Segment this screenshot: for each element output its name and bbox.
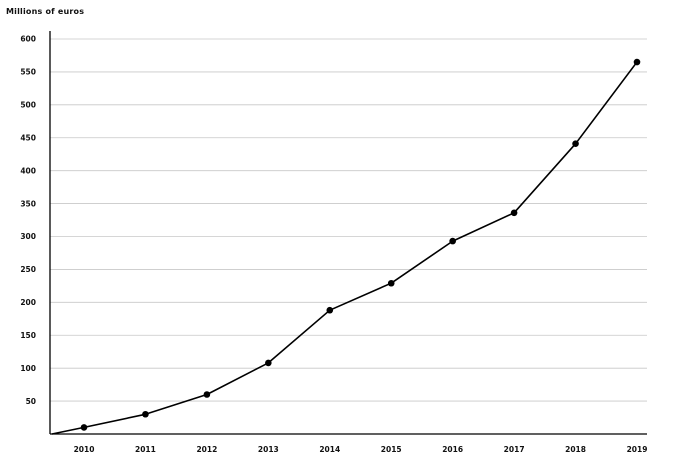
y-tick-label-100: 100 xyxy=(20,364,36,373)
y-tick-label-300: 300 xyxy=(20,232,36,241)
x-tick-label-2017: 2017 xyxy=(504,445,525,454)
y-tick-label-250: 250 xyxy=(20,265,36,274)
y-tick-label-450: 450 xyxy=(20,133,36,142)
data-point-2013 xyxy=(265,359,272,367)
x-tick-label-2014: 2014 xyxy=(319,445,340,454)
data-point-2019 xyxy=(633,58,641,66)
x-tick-labels: 2010 2011 2012 2013 2014 2015 2016 2017 2018 2019 xyxy=(74,445,648,454)
gridlines xyxy=(50,38,647,402)
x-tick-label-2013: 2013 xyxy=(258,445,279,454)
data-point-2018 xyxy=(572,140,579,147)
y-tick-label-200: 200 xyxy=(20,298,36,307)
x-tick-label-2012: 2012 xyxy=(196,445,217,454)
y-tick-label-550: 550 xyxy=(20,68,36,77)
y-tick-label-500: 500 xyxy=(20,101,36,110)
x-tick-label-2018: 2018 xyxy=(565,445,586,454)
y-tick-label-150: 150 xyxy=(20,331,36,340)
data-point-2012 xyxy=(203,391,211,398)
data-point-2014 xyxy=(326,306,334,314)
x-tick-label-2016: 2016 xyxy=(442,445,463,454)
data-series xyxy=(51,58,641,435)
y-tick-label-600: 600 xyxy=(20,35,36,44)
x-tick-label-2015: 2015 xyxy=(381,445,402,454)
data-point-2011 xyxy=(142,410,149,418)
x-tick-label-2010: 2010 xyxy=(74,445,95,454)
series-line xyxy=(51,61,638,435)
data-point-2010 xyxy=(80,424,88,431)
x-tick-label-2019: 2019 xyxy=(627,445,648,454)
data-point-2017 xyxy=(510,209,518,217)
data-point-2015 xyxy=(387,279,395,287)
y-tick-label-400: 400 xyxy=(20,166,36,175)
y-tick-label-50: 50 xyxy=(26,397,36,406)
axes xyxy=(49,31,647,435)
y-tick-labels: 50 100 150 200 250 300 350 400 450 500 550 600 xyxy=(20,35,36,406)
y-axis-unit-label: Millions of euros xyxy=(6,7,85,16)
y-tick-label-350: 350 xyxy=(20,199,36,208)
data-point-2016 xyxy=(449,237,456,245)
x-tick-label-2011: 2011 xyxy=(135,445,156,454)
